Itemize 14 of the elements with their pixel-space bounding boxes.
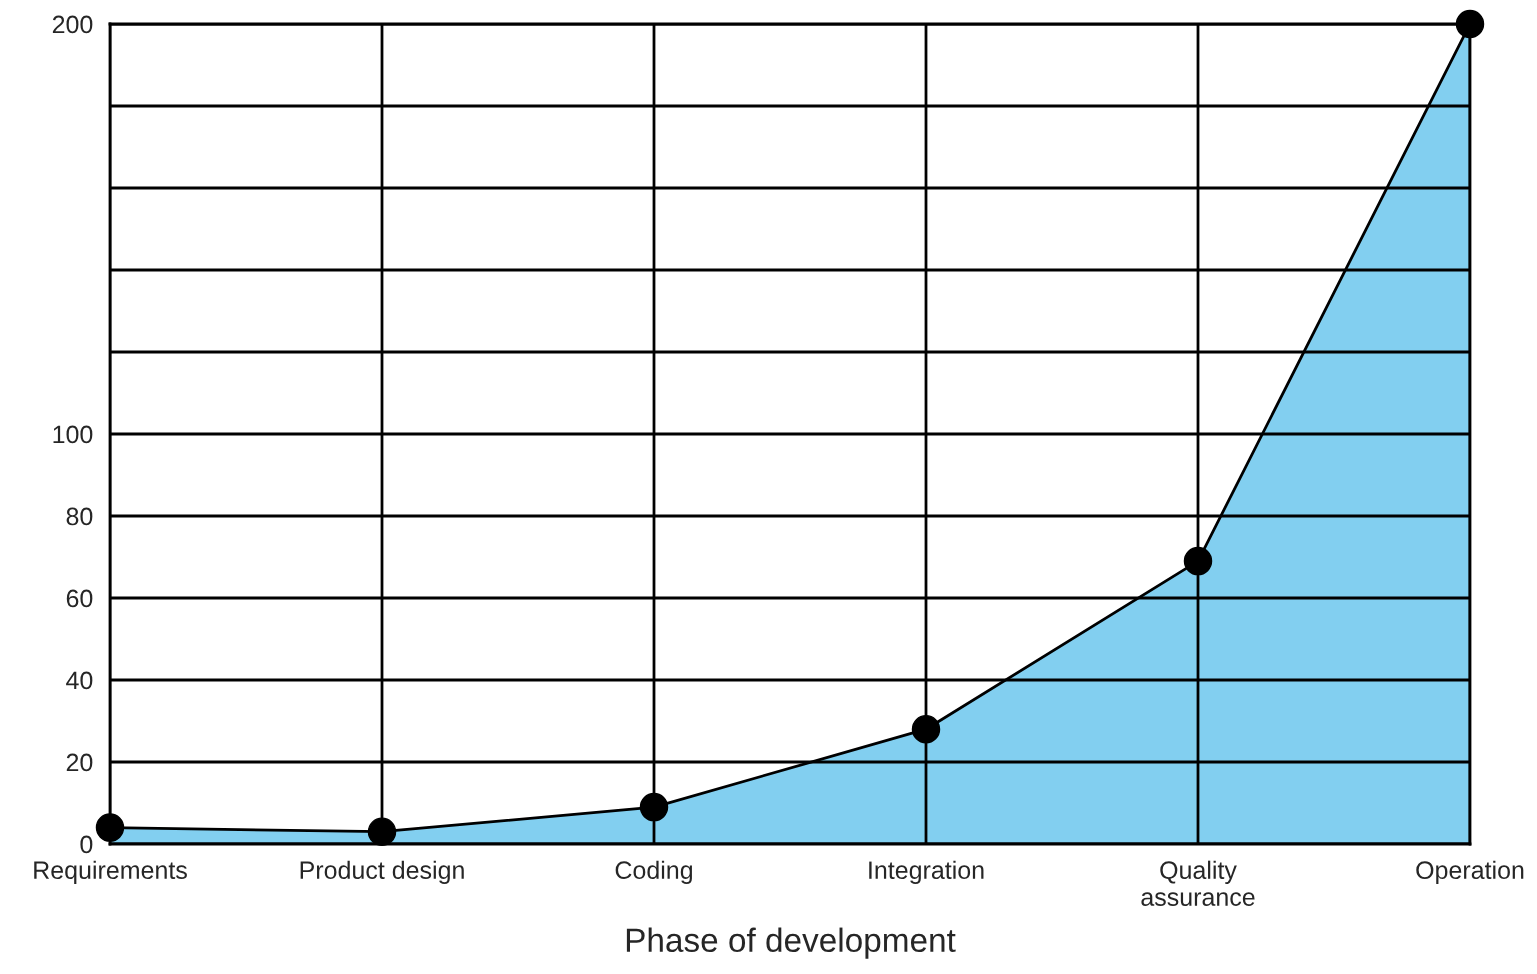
y-tick-label: 20: [66, 753, 93, 772]
x-tick-label: Product design: [300, 860, 464, 884]
x-tick-label: Requirements: [34, 860, 187, 884]
x-tick-label: Coding: [615, 860, 692, 884]
y-tick-label: 40: [66, 671, 93, 690]
x-axis-title: Phase of development: [626, 927, 956, 959]
y-tick-label: 80: [66, 507, 93, 526]
y-tick-label: 0: [80, 835, 93, 854]
x-tick-label: Operation: [1416, 860, 1524, 884]
x-tick-label: Quality assurance: [1141, 860, 1255, 906]
y-tick-label: 60: [66, 589, 93, 608]
y-tick-label: 100: [53, 425, 93, 444]
x-tick-label: Integration: [869, 860, 984, 884]
y-tick-label: 200: [52, 15, 93, 34]
